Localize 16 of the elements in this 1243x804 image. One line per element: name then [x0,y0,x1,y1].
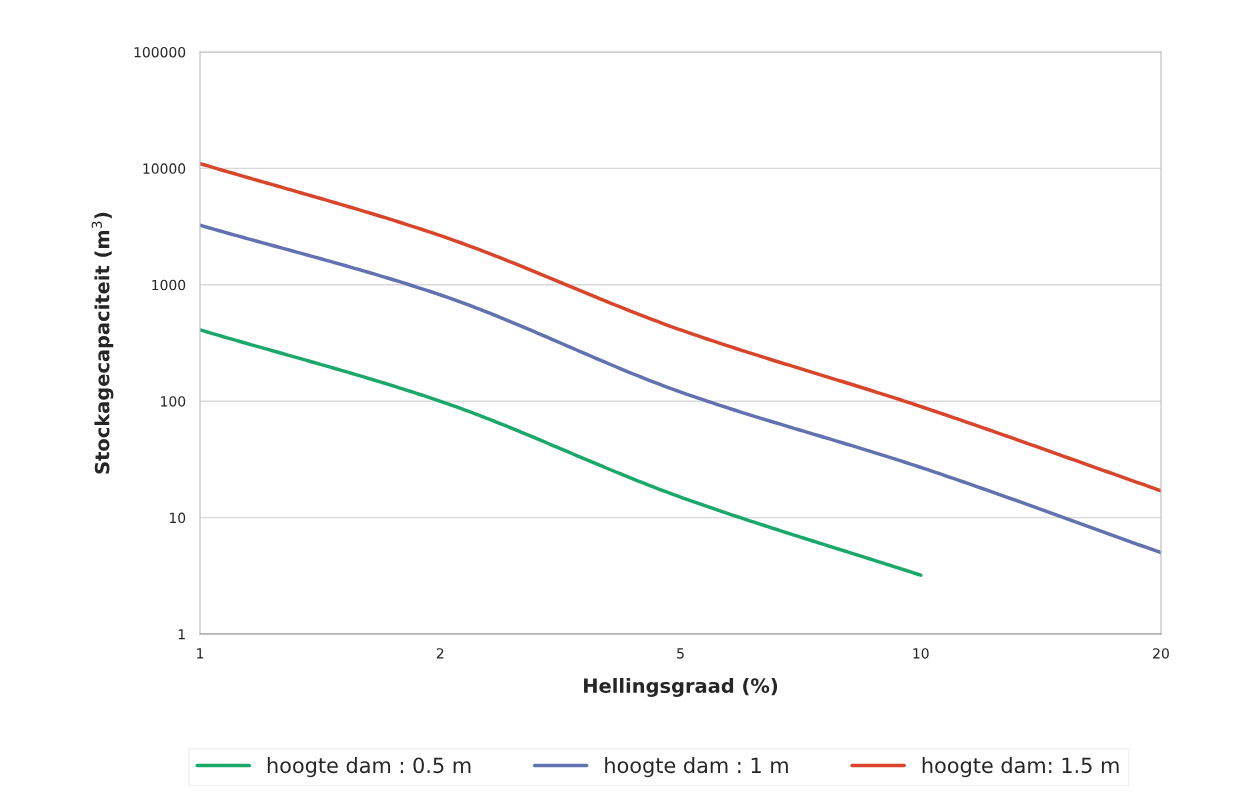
x-axis-title: Hellingsgraad (%) [584,678,778,697]
y-tick-label: 10000 [143,163,186,174]
y-tick-label: 1 [178,629,185,640]
x-tick-label: 20 [1153,648,1169,659]
y-tick-label: 100000 [134,46,186,58]
y-tick-label: 10 [169,512,186,524]
x-tick-label: 10 [913,648,929,659]
legend-label: hoogte dam: 1.5 m [922,757,1119,778]
y-tick-label: 1000 [152,279,186,291]
legend-label: hoogte dam : 1 m [605,757,788,778]
y-axis-title: Stockagecapaciteit (m$^{3}$) [91,212,114,474]
x-tick-label: 1 [197,648,204,659]
legend-label: hoogte dam : 0.5 m [267,757,471,778]
x-tick-label: 2 [436,648,444,659]
y-tick-label: 100 [161,396,186,407]
x-tick-label: 5 [677,648,684,659]
